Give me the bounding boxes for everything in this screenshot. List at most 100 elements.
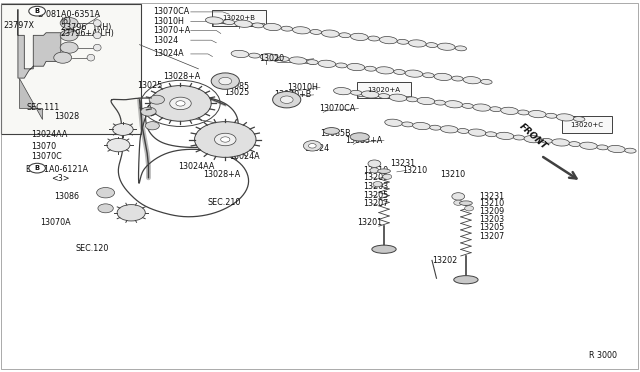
Ellipse shape bbox=[513, 135, 525, 140]
Ellipse shape bbox=[351, 90, 362, 95]
Circle shape bbox=[211, 73, 239, 89]
Text: 13028+A: 13028+A bbox=[163, 72, 200, 81]
Ellipse shape bbox=[463, 77, 481, 84]
Text: B: B bbox=[35, 8, 40, 14]
Ellipse shape bbox=[524, 135, 541, 143]
Text: 13024A: 13024A bbox=[154, 49, 184, 58]
Text: 13205: 13205 bbox=[364, 191, 388, 200]
Text: 13024: 13024 bbox=[154, 36, 179, 45]
Ellipse shape bbox=[529, 110, 547, 118]
Ellipse shape bbox=[569, 142, 580, 147]
Circle shape bbox=[383, 174, 392, 179]
Ellipse shape bbox=[376, 67, 394, 74]
Ellipse shape bbox=[93, 44, 101, 51]
Ellipse shape bbox=[500, 107, 518, 115]
Circle shape bbox=[195, 122, 256, 157]
Ellipse shape bbox=[60, 42, 78, 53]
Text: 13210: 13210 bbox=[364, 166, 388, 175]
Text: 23797X: 23797X bbox=[3, 21, 34, 30]
Text: 13020: 13020 bbox=[259, 54, 284, 63]
Ellipse shape bbox=[580, 142, 598, 149]
Ellipse shape bbox=[347, 64, 365, 71]
Ellipse shape bbox=[597, 145, 608, 150]
Ellipse shape bbox=[223, 20, 235, 25]
Ellipse shape bbox=[462, 103, 474, 108]
Ellipse shape bbox=[473, 104, 490, 111]
Text: 13205: 13205 bbox=[479, 223, 504, 232]
Text: 13010H: 13010H bbox=[287, 83, 317, 92]
Ellipse shape bbox=[93, 32, 101, 39]
Text: 13203: 13203 bbox=[364, 182, 388, 191]
Text: 13207: 13207 bbox=[364, 199, 388, 208]
Circle shape bbox=[370, 168, 379, 173]
Ellipse shape bbox=[60, 30, 78, 41]
Text: 23796+A(LH): 23796+A(LH) bbox=[61, 29, 115, 38]
Text: 13210: 13210 bbox=[440, 170, 465, 179]
Ellipse shape bbox=[336, 63, 347, 68]
Circle shape bbox=[150, 86, 211, 121]
Ellipse shape bbox=[490, 107, 501, 112]
Circle shape bbox=[149, 95, 164, 104]
Ellipse shape bbox=[434, 73, 452, 80]
Text: 13020+C: 13020+C bbox=[570, 122, 604, 128]
Ellipse shape bbox=[481, 79, 492, 84]
Text: 13025: 13025 bbox=[224, 88, 249, 97]
Text: (6): (6) bbox=[61, 17, 72, 26]
Ellipse shape bbox=[541, 138, 552, 143]
Text: 13210: 13210 bbox=[402, 166, 427, 175]
Circle shape bbox=[97, 187, 115, 198]
Text: 13024AA: 13024AA bbox=[178, 162, 214, 171]
Text: SEC.120: SEC.120 bbox=[76, 244, 109, 253]
Text: B 081A0-6121A: B 081A0-6121A bbox=[26, 165, 88, 174]
Ellipse shape bbox=[417, 97, 435, 105]
Ellipse shape bbox=[292, 27, 310, 34]
Text: 13207: 13207 bbox=[479, 232, 504, 241]
Ellipse shape bbox=[289, 57, 307, 64]
FancyBboxPatch shape bbox=[357, 82, 411, 98]
Ellipse shape bbox=[607, 145, 625, 153]
Circle shape bbox=[273, 92, 301, 108]
Ellipse shape bbox=[234, 20, 252, 28]
Ellipse shape bbox=[426, 43, 438, 48]
Ellipse shape bbox=[452, 76, 463, 81]
Ellipse shape bbox=[552, 139, 570, 146]
Text: 13010H: 13010H bbox=[154, 17, 184, 26]
Ellipse shape bbox=[468, 129, 486, 136]
Text: 13231: 13231 bbox=[390, 159, 415, 168]
Ellipse shape bbox=[397, 39, 408, 44]
Ellipse shape bbox=[405, 70, 423, 77]
Text: 13028+A: 13028+A bbox=[204, 170, 241, 179]
Text: 13070CA: 13070CA bbox=[154, 7, 190, 16]
Ellipse shape bbox=[556, 114, 574, 121]
Ellipse shape bbox=[546, 113, 557, 118]
Text: SEC.210: SEC.210 bbox=[208, 198, 241, 207]
Ellipse shape bbox=[413, 122, 430, 130]
Circle shape bbox=[219, 77, 232, 85]
Ellipse shape bbox=[264, 23, 281, 31]
Ellipse shape bbox=[281, 26, 292, 31]
Ellipse shape bbox=[460, 201, 472, 205]
Ellipse shape bbox=[231, 50, 249, 58]
Circle shape bbox=[454, 200, 463, 205]
Text: 13209: 13209 bbox=[479, 207, 504, 216]
Ellipse shape bbox=[378, 169, 390, 173]
Ellipse shape bbox=[380, 36, 397, 44]
Text: B: B bbox=[35, 165, 40, 171]
Ellipse shape bbox=[321, 30, 339, 37]
Circle shape bbox=[117, 205, 145, 221]
Text: 13086: 13086 bbox=[54, 192, 79, 201]
Ellipse shape bbox=[385, 119, 403, 126]
Ellipse shape bbox=[365, 66, 376, 71]
Ellipse shape bbox=[54, 52, 72, 63]
Ellipse shape bbox=[93, 20, 101, 26]
Polygon shape bbox=[18, 9, 61, 78]
Ellipse shape bbox=[351, 33, 368, 41]
Text: 13210: 13210 bbox=[479, 199, 504, 208]
Text: 13025: 13025 bbox=[138, 81, 163, 90]
Circle shape bbox=[141, 107, 156, 116]
Ellipse shape bbox=[323, 128, 339, 134]
FancyBboxPatch shape bbox=[212, 10, 266, 26]
Ellipse shape bbox=[389, 94, 407, 101]
Ellipse shape bbox=[260, 54, 278, 61]
Ellipse shape bbox=[406, 97, 418, 102]
